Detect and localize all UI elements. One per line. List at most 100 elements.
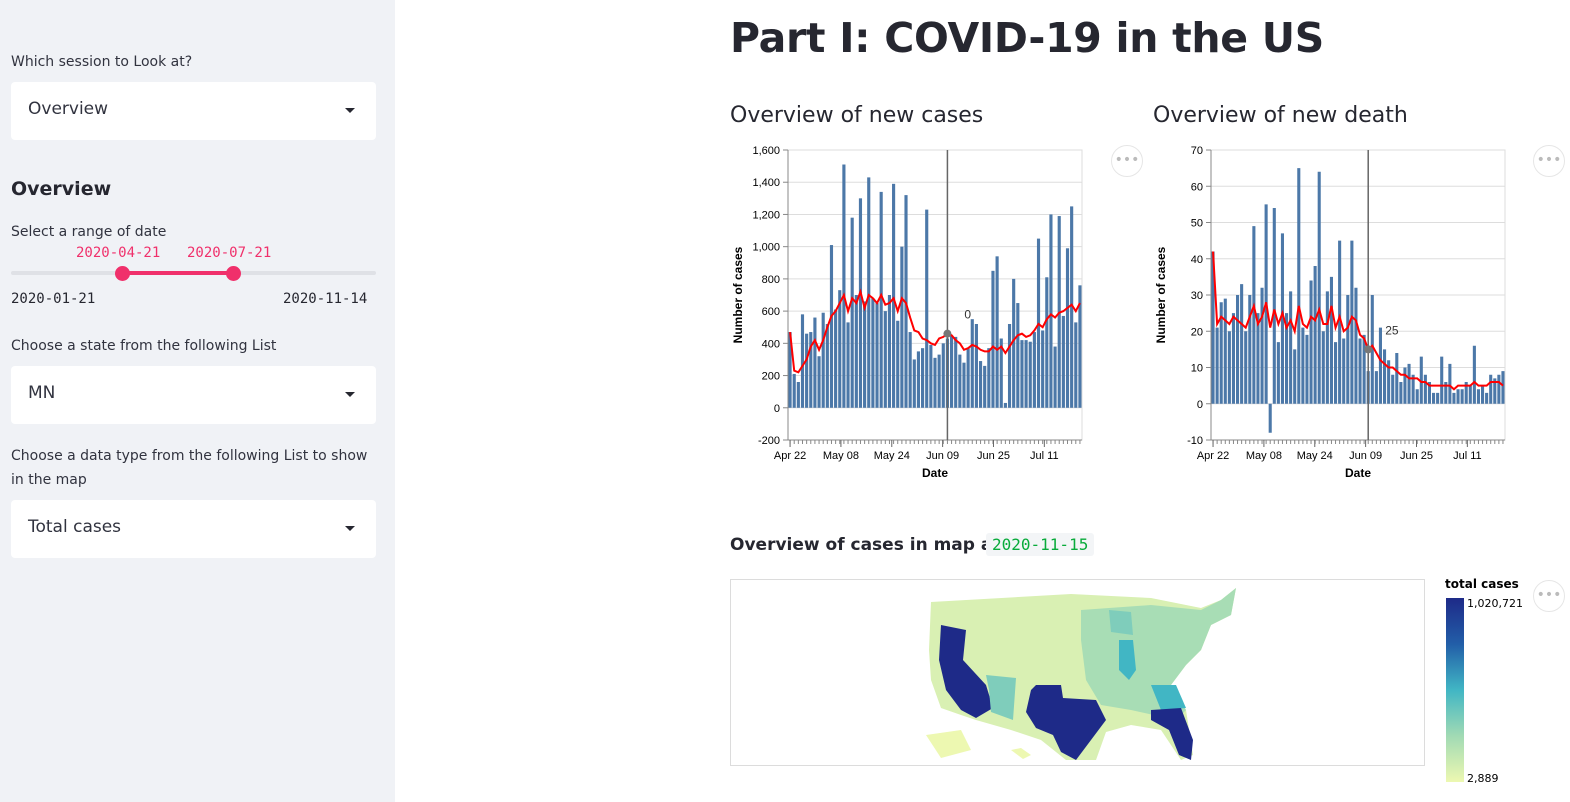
- bar: [912, 359, 916, 408]
- x-tick-label: Jun 25: [977, 450, 1010, 462]
- bar: [1460, 389, 1464, 404]
- bar: [821, 312, 825, 408]
- slider-start-value: 2020-04-21: [76, 245, 161, 261]
- bar: [1268, 403, 1272, 433]
- bar: [1256, 313, 1260, 404]
- map-menu-button[interactable]: •••: [1533, 580, 1565, 612]
- x-tick-label: May 08: [1246, 450, 1282, 462]
- bar: [792, 373, 796, 408]
- bar: [991, 270, 995, 408]
- bar: [987, 348, 991, 408]
- bar: [1293, 349, 1297, 404]
- bar: [999, 338, 1003, 408]
- average-line: [789, 288, 1081, 374]
- bar: [1334, 342, 1338, 404]
- chart-menu-button[interactable]: •••: [1533, 145, 1565, 177]
- x-axis-label: Date: [1345, 466, 1371, 480]
- slider-min-label: 2020-01-21: [11, 291, 96, 307]
- page-title: Part I: COVID-19 in the US: [730, 14, 1325, 62]
- new-death-chart[interactable]: -10 0 10 20 30 40 50 60 70 25 Apr 22 May 08 May 24 Ju…: [1153, 140, 1523, 485]
- hover-label: 0: [964, 308, 971, 322]
- bar: [1407, 363, 1411, 404]
- date-slider-start-handle[interactable]: [115, 266, 130, 281]
- y-axis-label: Number of cases: [731, 246, 745, 343]
- bar: [1497, 374, 1501, 404]
- x-tick-label: Jul 11: [1030, 450, 1059, 462]
- y-tick-label: 1,600: [752, 145, 780, 157]
- legend-min-label: 2,889: [1467, 772, 1499, 785]
- datatype-label: Choose a data type from the following Li…: [11, 448, 368, 488]
- x-tick-label: Apr 22: [1197, 450, 1229, 462]
- y-tick-label: 30: [1191, 290, 1203, 302]
- y-tick-label: 0: [1197, 399, 1203, 411]
- y-tick-label: -200: [758, 435, 780, 447]
- bar: [1427, 382, 1431, 404]
- bar: [1236, 295, 1240, 404]
- us-map[interactable]: [730, 579, 1425, 766]
- new-cases-chart[interactable]: -200 0 200 400 600 800 1,000 1,200 1,400 1,600 0 Ap…: [730, 140, 1100, 485]
- y-axis-label: Number of cases: [1154, 246, 1168, 343]
- bar: [846, 322, 850, 408]
- hover-label: 25: [1385, 323, 1399, 337]
- bar: [1045, 277, 1049, 408]
- y-tick-label: 1,200: [752, 209, 780, 221]
- datatype-select[interactable]: Total cases: [11, 500, 376, 558]
- bar: [842, 164, 846, 408]
- bar: [978, 361, 983, 408]
- bar: [896, 320, 900, 408]
- map-california: [939, 625, 993, 718]
- bar: [1329, 276, 1333, 404]
- bar: [1432, 392, 1436, 404]
- y-tick-label: 600: [762, 306, 780, 318]
- bar: [858, 198, 863, 408]
- bar: [1317, 171, 1321, 404]
- bar: [1472, 345, 1476, 404]
- bar: [1289, 291, 1293, 404]
- bar: [825, 324, 829, 408]
- bar: [1423, 374, 1427, 404]
- y-tick-label: 40: [1191, 254, 1203, 266]
- bar: [970, 319, 974, 408]
- slider-max-label: 2020-11-14: [283, 291, 368, 307]
- sidebar: Which session to Look at? Overview Overv…: [0, 0, 395, 802]
- session-select[interactable]: Overview: [11, 82, 376, 140]
- bar: [805, 333, 809, 408]
- state-select[interactable]: MN: [11, 366, 376, 424]
- bar: [1244, 331, 1248, 404]
- x-tick-label: May 24: [874, 450, 910, 462]
- chart-menu-button[interactable]: •••: [1111, 145, 1143, 177]
- bar: [813, 317, 817, 408]
- bar: [954, 336, 958, 408]
- bar: [829, 245, 834, 408]
- date-slider-end-handle[interactable]: [226, 266, 241, 281]
- bar: [863, 301, 867, 408]
- sidebar-section-heading: Overview: [11, 178, 112, 200]
- y-tick-label: 50: [1191, 218, 1203, 230]
- bar: [1342, 338, 1346, 404]
- y-tick-label: 1,400: [752, 177, 780, 189]
- y-tick-label: 800: [762, 274, 780, 286]
- date-range-label: Select a range of date: [11, 224, 167, 240]
- death-chart-title: Overview of new death: [1153, 103, 1408, 128]
- bar: [800, 314, 805, 408]
- bar: [1211, 251, 1215, 404]
- x-tick-label: May 08: [823, 450, 859, 462]
- bar: [1464, 382, 1468, 404]
- bar: [962, 362, 966, 408]
- bar: [1493, 378, 1497, 404]
- bar: [1476, 389, 1480, 404]
- bar: [966, 348, 970, 408]
- bar: [1227, 331, 1231, 404]
- bar: [1252, 226, 1256, 404]
- bar: [1260, 287, 1264, 404]
- bar: [1403, 367, 1407, 404]
- bar: [1468, 385, 1472, 404]
- bar: [900, 246, 904, 408]
- bar: [1362, 334, 1366, 404]
- bar: [921, 348, 925, 408]
- x-tick-label: Jun 25: [1400, 450, 1433, 462]
- bar: [1452, 392, 1456, 404]
- bar: [1481, 385, 1485, 404]
- bar: [1374, 371, 1378, 404]
- bar: [1272, 208, 1276, 404]
